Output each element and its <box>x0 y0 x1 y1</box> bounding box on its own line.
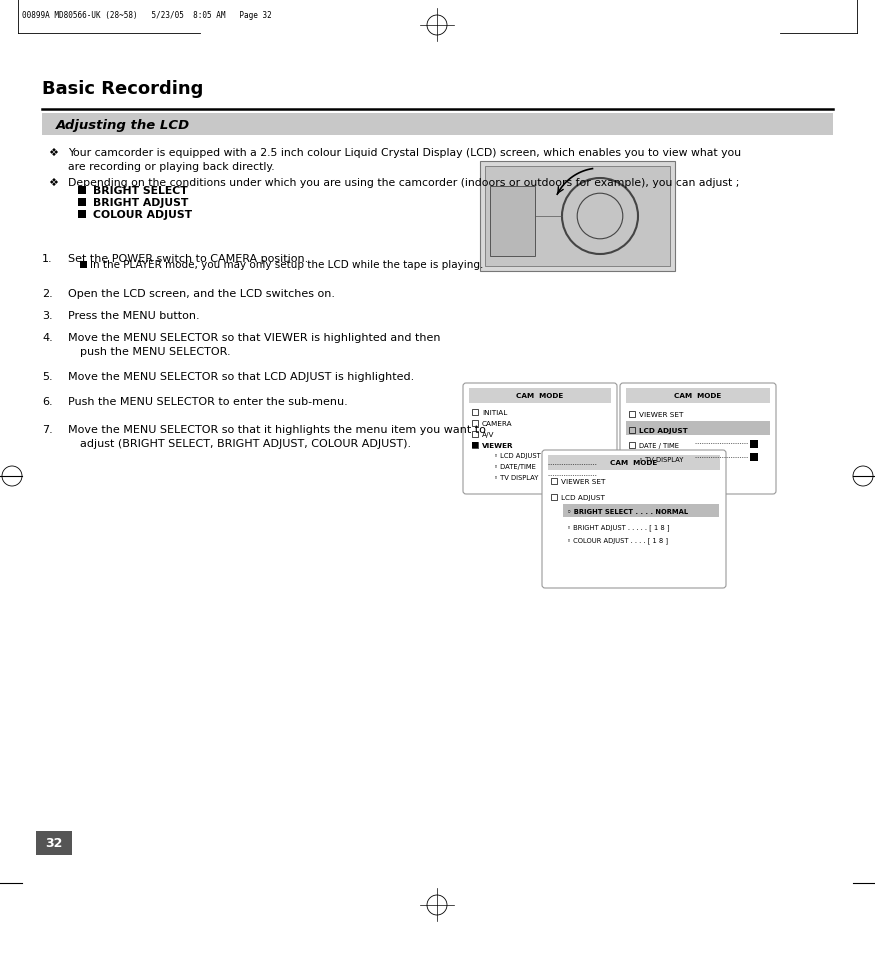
Text: Adjusting the LCD: Adjusting the LCD <box>56 118 190 132</box>
Text: CAM  MODE: CAM MODE <box>611 459 658 465</box>
Text: 2.: 2. <box>42 289 52 298</box>
Text: COLOUR ADJUST: COLOUR ADJUST <box>93 210 192 220</box>
Text: 3.: 3. <box>42 311 52 320</box>
Text: Move the MENU SELECTOR so that it highlights the menu item you want to: Move the MENU SELECTOR so that it highli… <box>68 424 486 435</box>
Text: Your camcorder is equipped with a 2.5 inch colour Liquid Crystal Display (LCD) s: Your camcorder is equipped with a 2.5 in… <box>68 148 741 158</box>
Text: ◦ LCD ADJUST: ◦ LCD ADJUST <box>494 453 541 458</box>
Text: 7.: 7. <box>42 424 52 435</box>
Bar <box>551 495 557 500</box>
Text: VIEWER SET: VIEWER SET <box>561 478 606 484</box>
Bar <box>629 442 635 449</box>
Text: Press the MENU button.: Press the MENU button. <box>68 311 200 320</box>
Text: Basic Recording: Basic Recording <box>42 80 203 98</box>
Bar <box>598 472 606 479</box>
Text: DATE / TIME: DATE / TIME <box>639 442 679 449</box>
Text: ◦ TV DISPLAY: ◦ TV DISPLAY <box>639 456 683 462</box>
Bar <box>78 187 86 194</box>
Bar <box>78 199 86 207</box>
Bar <box>480 162 675 272</box>
FancyBboxPatch shape <box>620 384 776 495</box>
Bar <box>469 389 611 403</box>
Bar <box>472 410 478 416</box>
Text: In the PLAYER mode, you may only setup the LCD while the tape is playing.: In the PLAYER mode, you may only setup t… <box>90 260 483 270</box>
Bar <box>472 420 478 427</box>
Bar <box>490 187 535 256</box>
Text: Move the MENU SELECTOR so that VIEWER is highlighted and then: Move the MENU SELECTOR so that VIEWER is… <box>68 333 440 343</box>
Text: 32: 32 <box>46 837 63 850</box>
Text: 5.: 5. <box>42 372 52 381</box>
Text: 4.: 4. <box>42 333 52 343</box>
Text: Open the LCD screen, and the LCD switches on.: Open the LCD screen, and the LCD switche… <box>68 289 335 298</box>
Text: 1.: 1. <box>42 253 52 264</box>
Text: A/V: A/V <box>482 432 494 437</box>
Bar <box>626 389 770 403</box>
Text: Move the MENU SELECTOR so that LCD ADJUST is highlighted.: Move the MENU SELECTOR so that LCD ADJUS… <box>68 372 414 381</box>
Text: VIEWER SET: VIEWER SET <box>639 412 683 417</box>
Text: 6.: 6. <box>42 396 52 407</box>
Text: ❖: ❖ <box>48 178 58 188</box>
Bar <box>750 454 758 461</box>
Text: INITIAL: INITIAL <box>482 410 508 416</box>
Text: CAMERA: CAMERA <box>482 420 513 427</box>
Text: VIEWER: VIEWER <box>482 442 514 449</box>
Text: 00899A MD80566-UK (28~58)   5/23/05  8:05 AM   Page 32: 00899A MD80566-UK (28~58) 5/23/05 8:05 A… <box>22 11 272 20</box>
Bar <box>78 211 86 219</box>
Text: ◦ BRIGHT SELECT . . . . NORMAL: ◦ BRIGHT SELECT . . . . NORMAL <box>567 509 688 515</box>
Bar <box>485 167 670 267</box>
Text: push the MENU SELECTOR.: push the MENU SELECTOR. <box>80 347 231 356</box>
Text: Set the POWER switch to CAMERA position.: Set the POWER switch to CAMERA position. <box>68 253 308 264</box>
Text: are recording or playing back directly.: are recording or playing back directly. <box>68 162 275 172</box>
Text: CAM  MODE: CAM MODE <box>516 393 564 398</box>
Text: BRIGHT ADJUST: BRIGHT ADJUST <box>93 198 188 208</box>
Bar <box>750 440 758 449</box>
Text: Depending on the conditions under which you are using the camcorder (indoors or : Depending on the conditions under which … <box>68 178 739 188</box>
Bar <box>598 460 606 469</box>
Bar <box>472 442 478 449</box>
Bar <box>626 421 770 436</box>
Text: ◦ COLOUR ADJUST . . . . [ 1 8 ]: ◦ COLOUR ADJUST . . . . [ 1 8 ] <box>567 537 668 544</box>
Text: ◦ DATE/TIME: ◦ DATE/TIME <box>494 463 536 470</box>
Text: Push the MENU SELECTOR to enter the sub-menu.: Push the MENU SELECTOR to enter the sub-… <box>68 396 347 407</box>
FancyBboxPatch shape <box>542 451 726 588</box>
Text: BRIGHT SELECT: BRIGHT SELECT <box>93 186 188 195</box>
Bar <box>629 428 635 434</box>
Bar <box>36 831 72 855</box>
FancyBboxPatch shape <box>463 384 617 495</box>
Text: ❖: ❖ <box>48 148 58 158</box>
Bar <box>472 442 478 449</box>
Bar <box>563 504 719 517</box>
Bar <box>80 262 87 269</box>
Text: ◦ BRIGHT ADJUST . . . . . [ 1 8 ]: ◦ BRIGHT ADJUST . . . . . [ 1 8 ] <box>567 524 669 531</box>
Bar <box>629 412 635 417</box>
Text: ◦ TV DISPLAY: ◦ TV DISPLAY <box>494 475 538 480</box>
Bar <box>548 456 720 471</box>
Bar <box>472 432 478 437</box>
Bar <box>551 478 557 484</box>
Text: LCD ADJUST: LCD ADJUST <box>561 495 605 500</box>
Bar <box>42 113 833 136</box>
Text: adjust (BRIGHT SELECT, BRIGHT ADJUST, COLOUR ADJUST).: adjust (BRIGHT SELECT, BRIGHT ADJUST, CO… <box>80 438 411 449</box>
Text: LCD ADJUST: LCD ADJUST <box>639 428 688 434</box>
Text: CAM  MODE: CAM MODE <box>675 393 722 398</box>
